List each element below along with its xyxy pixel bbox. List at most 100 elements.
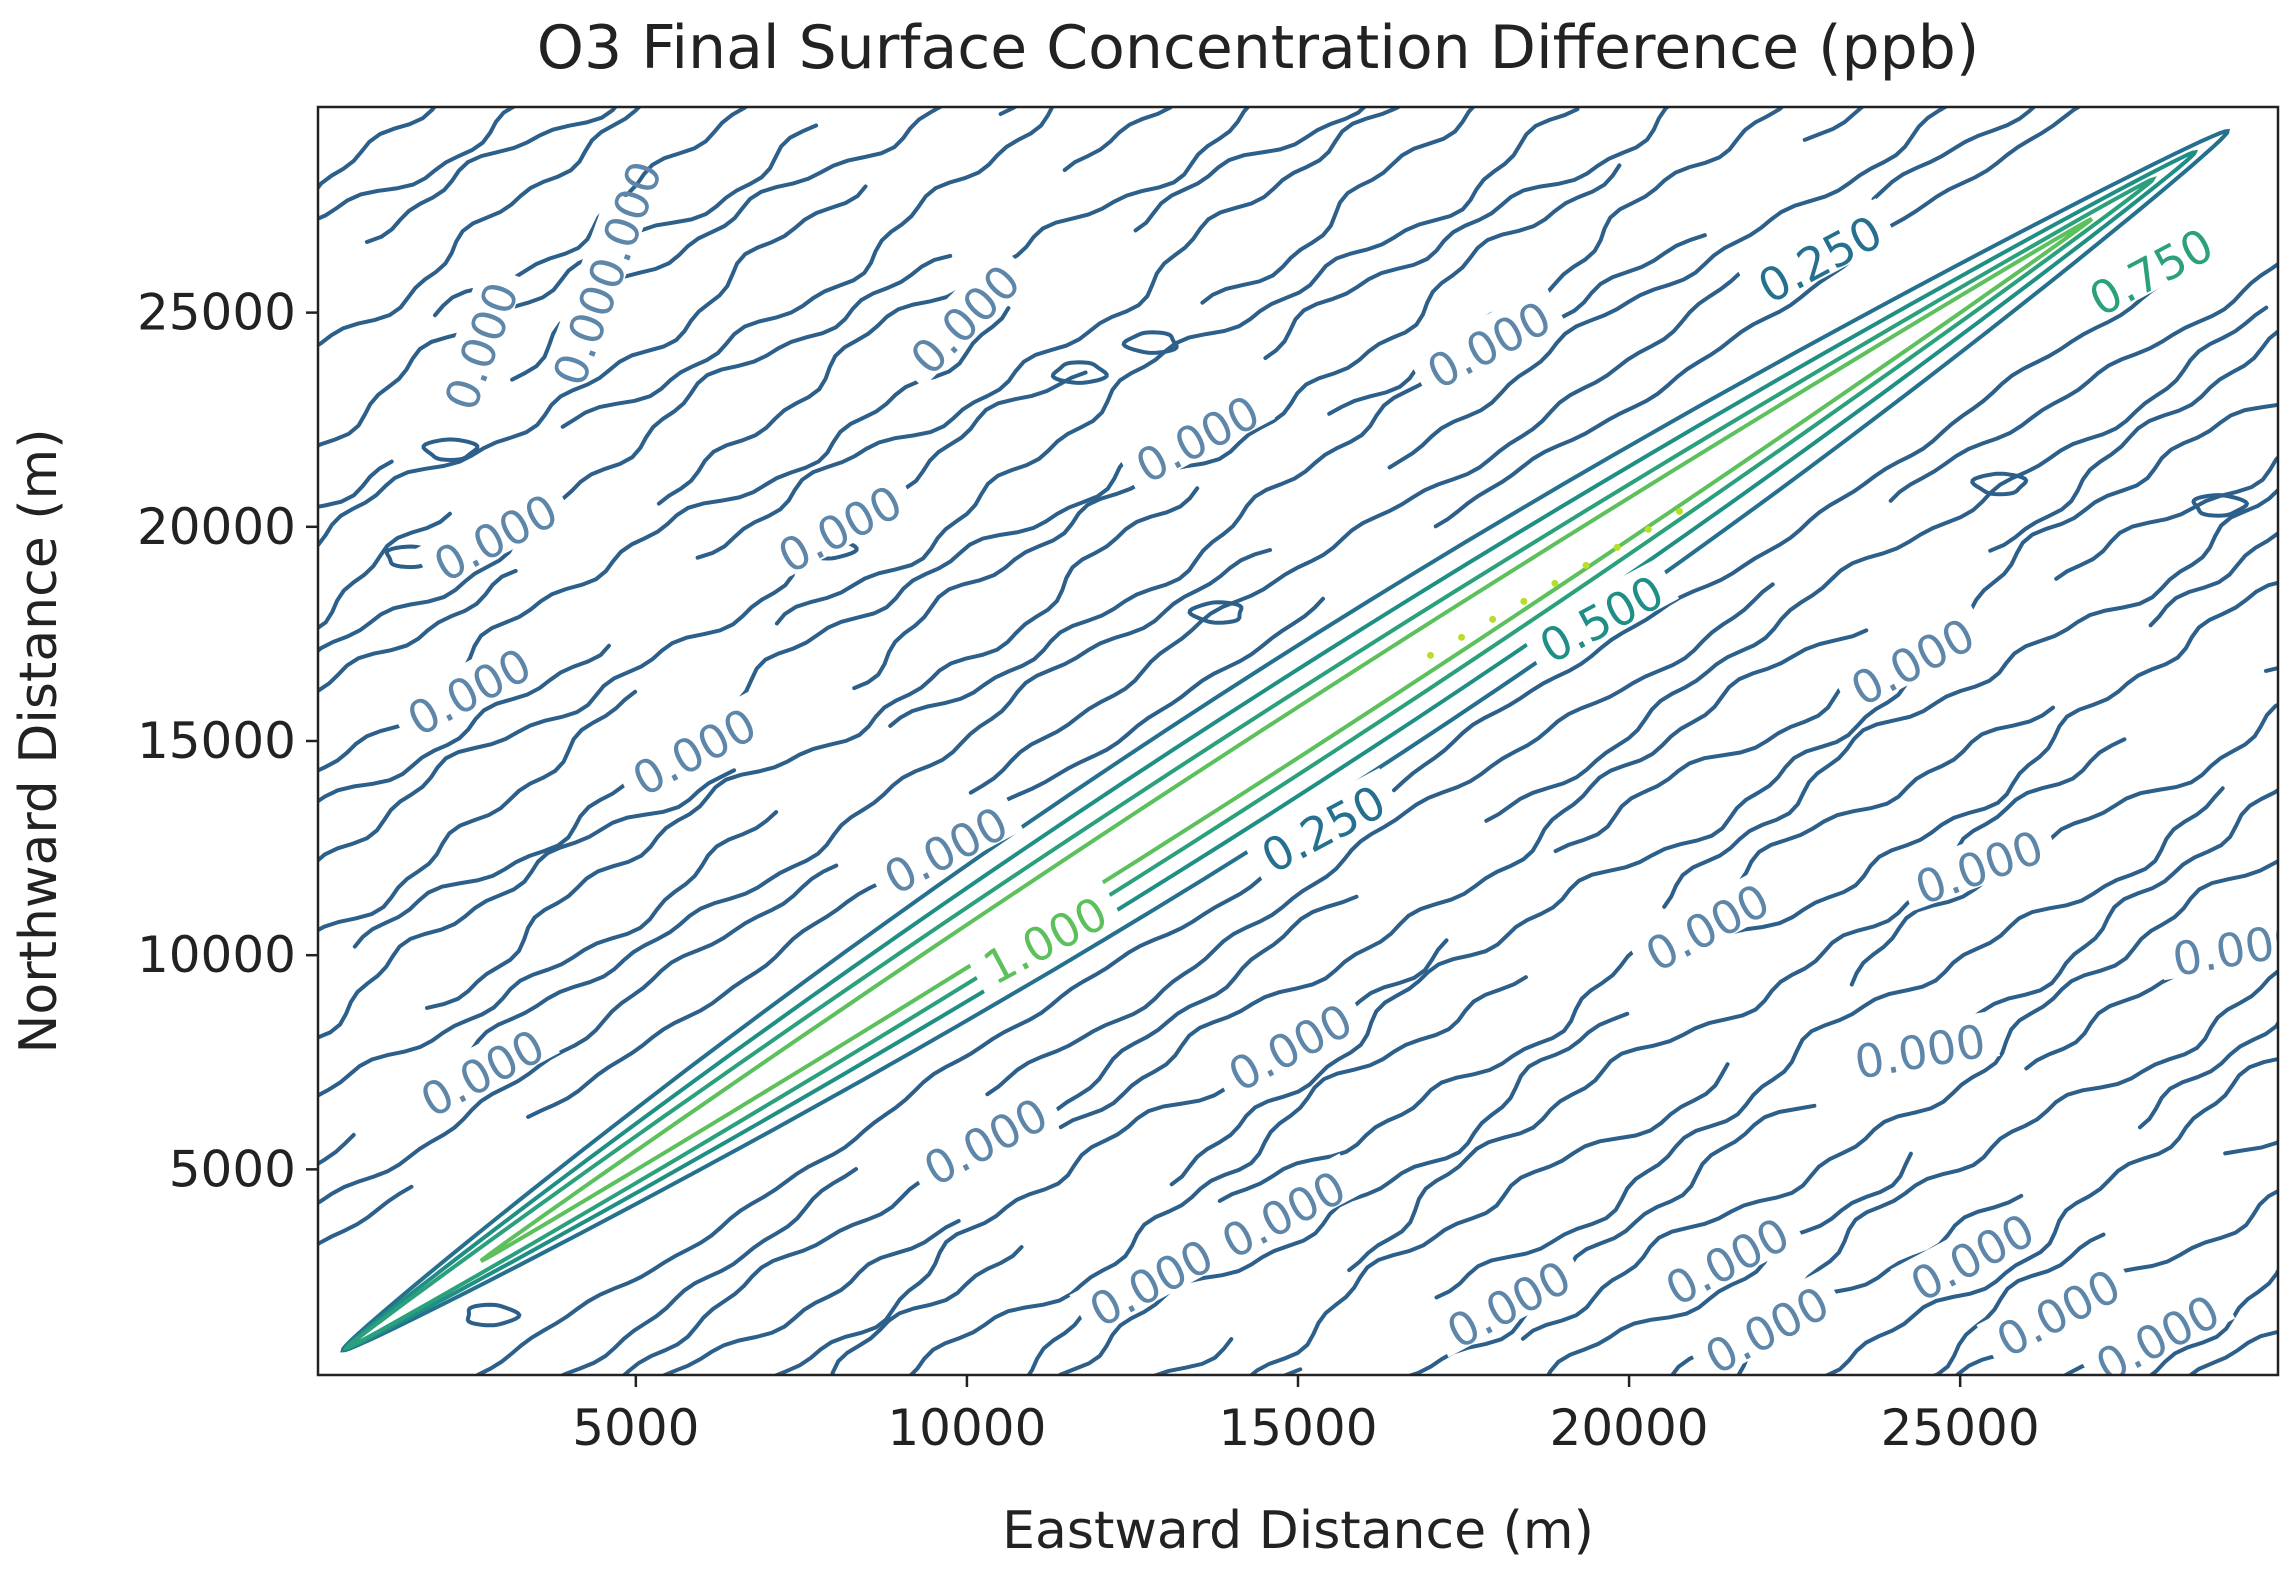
contour-line bbox=[2187, 1329, 2278, 1375]
contour-line bbox=[1263, 107, 1671, 360]
contour-label-gap bbox=[387, 630, 547, 745]
contour-line bbox=[1725, 580, 2278, 936]
contour-line bbox=[1941, 787, 2278, 1032]
contour-line bbox=[1169, 650, 1925, 1187]
contour-line bbox=[659, 1219, 961, 1375]
contour-line bbox=[908, 975, 1528, 1375]
contour-line bbox=[829, 1245, 1024, 1375]
contour-line bbox=[318, 107, 437, 191]
peak-marker bbox=[1520, 597, 1528, 605]
y-tick-label: 25000 bbox=[137, 284, 296, 342]
contour-label-gap bbox=[1976, 1251, 2136, 1366]
peak-marker bbox=[1613, 543, 1621, 551]
contour-label-gap bbox=[963, 879, 1123, 994]
contour-line bbox=[1433, 107, 2083, 529]
contour-label: 0.000 bbox=[1842, 607, 1984, 717]
contour-line bbox=[888, 233, 1707, 728]
contour-line bbox=[560, 107, 1055, 429]
contour-line bbox=[1849, 702, 2278, 987]
contour-line bbox=[318, 107, 518, 221]
contour-label-gap bbox=[1519, 557, 1679, 672]
x-axis-ticks: 5000 10000 15000 20000 25000 bbox=[572, 1375, 2040, 1457]
contour-line bbox=[1930, 1232, 2106, 1375]
contour-line bbox=[318, 370, 1088, 863]
contour-label-gap bbox=[890, 244, 1034, 388]
contour-label: 0.000 bbox=[1438, 1250, 1580, 1360]
contour-line bbox=[695, 107, 1403, 560]
contour-line bbox=[1200, 107, 1476, 305]
contour-line bbox=[318, 1184, 414, 1247]
contour-label-gap bbox=[2069, 210, 2229, 325]
contour-line bbox=[318, 253, 953, 654]
contour-label-gap bbox=[413, 476, 574, 591]
contour-line bbox=[985, 582, 1775, 1097]
contour-label: 0.500 bbox=[1531, 565, 1673, 675]
contour-label-gap bbox=[428, 263, 526, 426]
peak-marker bbox=[1582, 561, 1590, 569]
contour-label-gap bbox=[1625, 866, 1785, 981]
contour-label: 0.750 bbox=[2080, 218, 2222, 328]
contour-line bbox=[296, 92, 337, 138]
contour-line bbox=[774, 107, 1580, 626]
contour-line bbox=[1546, 1151, 1913, 1375]
contour-line bbox=[1133, 107, 1368, 233]
contour-line bbox=[318, 1132, 356, 1166]
contour-line bbox=[1281, 1367, 1303, 1375]
contour-line bbox=[1520, 859, 2278, 1341]
contour-label: 0.000 bbox=[1418, 290, 1560, 400]
contour-label-gap bbox=[1407, 283, 1567, 398]
contour-line bbox=[318, 123, 819, 448]
contour-island bbox=[1050, 360, 1109, 385]
contour-line bbox=[469, 548, 1272, 1053]
contour-label-gap bbox=[1685, 1269, 1845, 1375]
contour-label: 0.000 bbox=[900, 254, 1031, 385]
contour-label-gap bbox=[1738, 198, 1898, 312]
contour-line bbox=[2148, 1266, 2278, 1375]
contour-label-gap bbox=[612, 690, 772, 805]
contour-label: 0.000 bbox=[1127, 385, 1269, 495]
contour-line bbox=[342, 176, 2157, 1351]
contour-label-gap bbox=[864, 789, 1024, 904]
contour-label-gap bbox=[1115, 378, 1276, 492]
contour-line bbox=[318, 511, 452, 631]
peak-marker bbox=[1458, 633, 1466, 641]
contour-island bbox=[1187, 600, 1244, 625]
contour-line bbox=[1988, 328, 2278, 553]
contour-line bbox=[2148, 530, 2278, 628]
peak-marker bbox=[1426, 651, 1434, 659]
contour-line bbox=[364, 107, 618, 244]
contour-line bbox=[318, 810, 779, 1098]
y-axis-ticks: 5000 10000 15000 20000 25000 bbox=[137, 284, 318, 1198]
contour-line bbox=[1058, 628, 1869, 1130]
contour-label: 0.000 bbox=[769, 475, 911, 585]
contour-label-gap bbox=[1201, 1153, 1362, 1268]
contour-line bbox=[1434, 786, 2225, 1300]
contour-line bbox=[1392, 268, 2189, 793]
contour-label: 0.000 bbox=[425, 483, 567, 593]
contour-line bbox=[425, 486, 1200, 1010]
contour-line bbox=[475, 859, 1282, 1375]
contour-line bbox=[1151, 1337, 1234, 1375]
peak-marker bbox=[1551, 579, 1559, 587]
contour-line bbox=[318, 643, 611, 804]
contour-label-gap bbox=[1241, 767, 1401, 882]
contour-line bbox=[318, 184, 868, 548]
contour-island bbox=[2191, 493, 2250, 518]
contour-line bbox=[2223, 1139, 2278, 1156]
x-tick-label: 5000 bbox=[572, 1399, 699, 1457]
contour-label: 0.000.000 bbox=[542, 154, 673, 392]
contour-line bbox=[998, 107, 1019, 116]
contour-label-gap bbox=[1890, 1196, 2050, 1311]
contour-label-gap bbox=[758, 467, 918, 582]
chart-title: O3 Final Surface Concentration Differenc… bbox=[537, 13, 1979, 83]
contour-island bbox=[421, 437, 480, 463]
contour-line bbox=[968, 270, 1743, 795]
y-tick-label: 10000 bbox=[137, 926, 296, 984]
contour-line bbox=[318, 768, 737, 1040]
contour-label: 0.000 bbox=[624, 697, 766, 807]
contour-line bbox=[318, 459, 394, 509]
contour-island bbox=[465, 1302, 522, 1328]
contour-line bbox=[1484, 305, 2269, 823]
peak-marker bbox=[1675, 507, 1683, 515]
contour-line bbox=[2264, 666, 2278, 673]
